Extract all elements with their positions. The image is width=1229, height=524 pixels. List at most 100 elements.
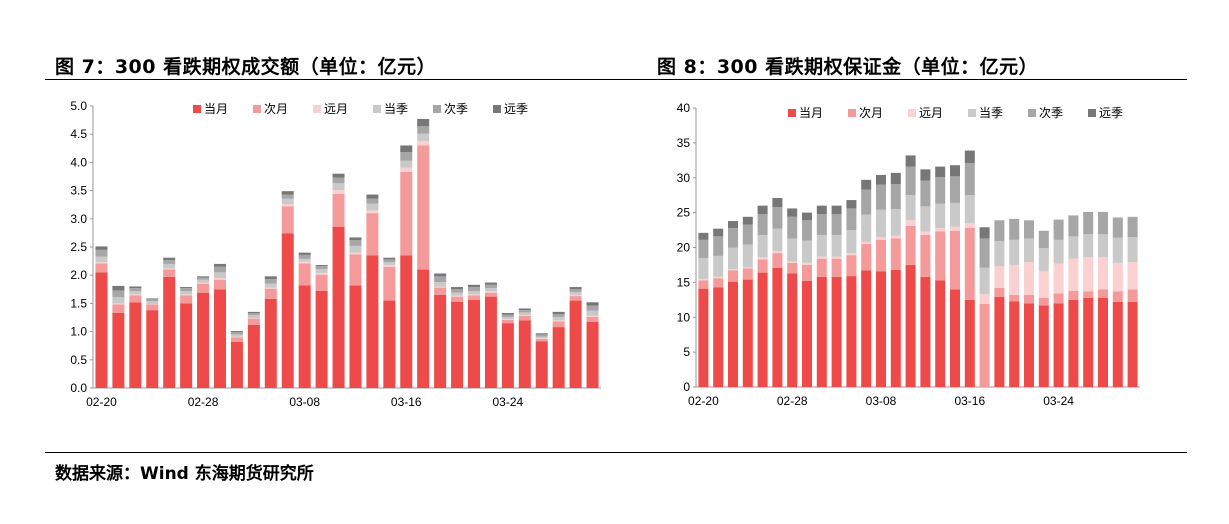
chart-7-title: 图 7：300 看跌期权成交额（单位：亿元）: [55, 56, 437, 78]
bar-segment: [230, 337, 243, 342]
bar-segment: [349, 237, 362, 241]
bar-segment: [129, 286, 142, 289]
bar-segment: [281, 191, 294, 195]
bar-segment: [349, 245, 362, 253]
bar-segment: [950, 202, 960, 227]
bar-segment: [518, 308, 531, 311]
bar-segment: [950, 176, 960, 203]
bar-segment: [197, 279, 210, 283]
bar-segment: [728, 281, 738, 387]
bar-segment: [1098, 257, 1108, 290]
bar-segment: [264, 283, 277, 288]
bar-segment: [1024, 238, 1034, 263]
bar-segment: [876, 174, 886, 185]
bar-segment: [713, 278, 724, 288]
bar-segment: [518, 312, 531, 316]
bar-segment: [994, 297, 1005, 387]
bar-segment: [315, 266, 328, 269]
bar-segment: [802, 240, 812, 263]
bar-segment: [95, 263, 108, 273]
y-tick-label: 35: [677, 136, 691, 150]
bar-segment: [816, 234, 827, 257]
bar-segment: [247, 311, 260, 313]
bar-segment: [163, 257, 176, 260]
bar-segment: [468, 284, 480, 288]
bar-segment: [1083, 234, 1094, 258]
bar-segment: [950, 289, 960, 387]
bar-segment: [180, 288, 193, 291]
bar-segment: [728, 247, 738, 270]
bar-segment: [146, 303, 159, 305]
y-tick-label: 5: [683, 345, 690, 359]
bar-segment: [247, 312, 260, 316]
bar-segment: [802, 212, 812, 221]
bar-segment: [1083, 257, 1094, 292]
bar-segment: [586, 315, 599, 317]
bar-segment: [757, 257, 768, 260]
y-tick-label: 4.5: [70, 127, 87, 141]
bar-segment: [180, 295, 193, 304]
bar-segment: [1068, 258, 1079, 291]
legend-swatch: [313, 105, 321, 113]
bar-segment: [586, 302, 599, 306]
bar-segment: [846, 276, 857, 387]
bar-segment: [146, 304, 159, 311]
bar-segment: [332, 177, 345, 184]
y-tick-label: 0.5: [70, 353, 87, 367]
bar-segment: [366, 203, 379, 211]
bar-segment: [315, 290, 328, 388]
bar-segment: [1053, 219, 1064, 240]
bar-segment: [332, 173, 345, 178]
bar-segment: [964, 195, 975, 224]
x-tick-label: 03-24: [493, 395, 524, 409]
y-tick-label: 2.5: [70, 240, 87, 254]
bar-segment: [112, 312, 125, 388]
bar-segment: [1083, 291, 1094, 298]
legend-swatch: [848, 109, 856, 117]
bar-segment: [451, 292, 464, 296]
bar-segment: [1112, 291, 1123, 302]
bar-segment: [1098, 289, 1108, 298]
bar-segment: [332, 183, 345, 191]
bar-segment: [698, 232, 709, 240]
bar-segment: [816, 258, 827, 277]
bar-segment: [920, 276, 931, 387]
bar-segment: [994, 220, 1005, 242]
bar-segment: [861, 241, 872, 245]
bar-segment: [281, 206, 294, 234]
bar-segment: [484, 288, 497, 291]
legend-label: 远季: [1099, 106, 1123, 120]
bar-segment: [787, 261, 798, 263]
bar-segment: [964, 227, 975, 300]
bar-segment: [535, 333, 548, 335]
bar-segment: [831, 234, 842, 257]
bar-segment: [1009, 264, 1020, 295]
bar-segment: [180, 287, 193, 289]
bar-segment: [1053, 293, 1064, 304]
bar-segment: [964, 163, 975, 196]
bar-segment: [434, 294, 447, 388]
y-tick-label: 1.0: [70, 325, 87, 339]
bar-segment: [400, 171, 413, 256]
bar-segment: [994, 287, 1005, 298]
y-tick-label: 40: [677, 101, 691, 115]
legend-swatch: [1088, 109, 1096, 117]
legend-swatch: [968, 109, 976, 117]
bar-segment: [1068, 299, 1079, 387]
bar-segment: [298, 252, 311, 255]
bar-segment: [905, 264, 916, 387]
bar-segment: [468, 287, 480, 291]
bar-segment: [772, 207, 783, 229]
bar-segment: [129, 294, 142, 296]
bar-segment: [831, 205, 842, 215]
bar-segment: [281, 233, 294, 388]
title-underline: [45, 79, 1187, 80]
bar-segment: [518, 320, 531, 388]
bar-segment: [451, 289, 464, 293]
bar-segment: [180, 294, 193, 296]
bar-segment: [846, 255, 857, 277]
legend-label: 当季: [979, 106, 1003, 120]
bar-segment: [905, 195, 916, 221]
bar-segment: [831, 256, 842, 259]
legend-label: 次月: [264, 102, 288, 116]
